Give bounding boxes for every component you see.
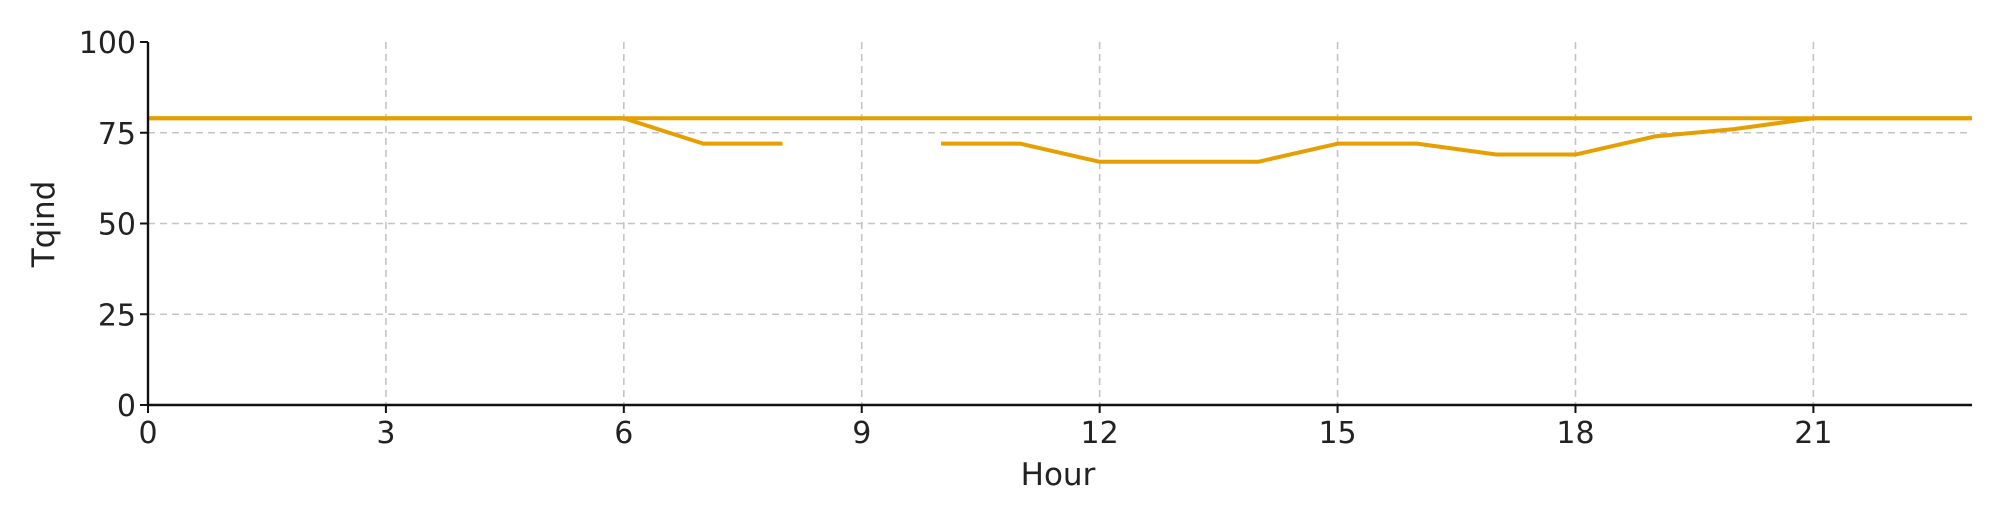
x-tick-label: 15: [1318, 416, 1356, 451]
ticks: 0 3 6 9 12 15 18 21 0 25 50 75 100: [79, 26, 1833, 451]
x-axis-title: Hour: [1021, 457, 1096, 493]
grid-lines: [148, 42, 1972, 405]
x-tick-label: 12: [1081, 416, 1119, 451]
x-tick-label: 6: [614, 416, 633, 451]
x-tick-label: 0: [138, 416, 157, 451]
y-tick-label: 25: [98, 298, 136, 333]
x-tick-label: 21: [1794, 416, 1832, 451]
y-tick-label: 75: [98, 117, 136, 152]
y-tick-label: 0: [117, 389, 136, 424]
series-lines: [148, 116, 1972, 164]
y-tick-label: 50: [98, 208, 136, 243]
y-tick-label: 100: [79, 26, 136, 61]
x-tick-label: 9: [852, 416, 871, 451]
series-line-observed: [941, 116, 1972, 164]
x-tick-label: 3: [376, 416, 395, 451]
series-line-observed: [148, 116, 783, 146]
y-axis-title: Tqind: [26, 181, 62, 269]
x-tick-label: 18: [1556, 416, 1594, 451]
